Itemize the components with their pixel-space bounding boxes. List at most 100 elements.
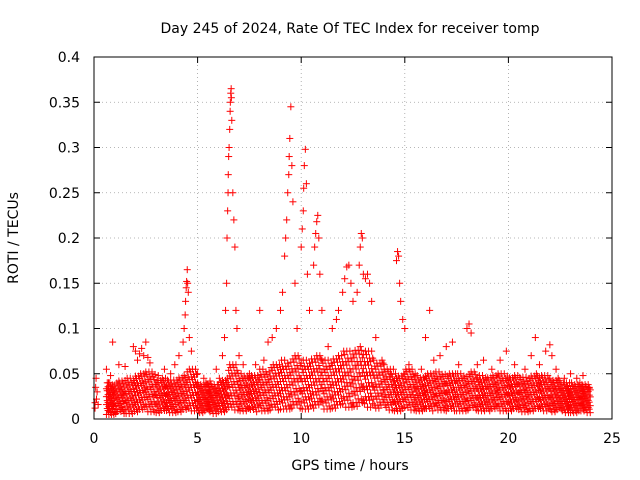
data-point — [192, 365, 200, 373]
data-point — [305, 359, 313, 367]
data-point — [151, 370, 159, 378]
data-point — [346, 379, 354, 387]
data-point — [221, 334, 229, 342]
data-point — [343, 361, 351, 369]
data-point — [336, 384, 344, 392]
data-point — [225, 153, 233, 161]
data-point — [245, 370, 253, 378]
data-point — [150, 375, 158, 383]
data-point — [395, 252, 403, 260]
data-point — [224, 399, 232, 407]
data-point — [579, 372, 587, 380]
data-point — [225, 144, 233, 151]
data-point — [345, 372, 353, 380]
data-point — [324, 356, 332, 364]
data-point — [234, 369, 242, 377]
data-point — [389, 365, 397, 373]
data-point — [260, 356, 268, 364]
data-point — [585, 405, 593, 413]
data-point — [367, 358, 375, 366]
x-tick-label: 10 — [292, 431, 310, 447]
data-point — [184, 279, 192, 287]
data-point — [167, 370, 175, 378]
data-point — [279, 288, 287, 296]
data-point — [357, 229, 365, 237]
data-point — [356, 372, 364, 380]
y-tick-label: 0.2 — [58, 231, 80, 247]
data-point — [286, 134, 294, 142]
data-point — [369, 368, 377, 376]
data-point — [105, 379, 113, 387]
data-point — [367, 403, 375, 411]
data-point — [232, 306, 240, 314]
data-point — [473, 361, 481, 369]
data-point — [542, 347, 550, 355]
data-point — [295, 355, 303, 363]
data-point — [342, 386, 350, 394]
data-point — [364, 270, 372, 278]
data-point — [377, 377, 385, 385]
data-point — [303, 270, 311, 278]
data-point — [345, 261, 353, 269]
data-point — [284, 189, 292, 197]
data-point — [340, 375, 348, 383]
data-point — [182, 297, 190, 305]
data-point — [130, 388, 138, 396]
data-point — [224, 207, 232, 215]
data-point — [315, 361, 323, 369]
data-point — [379, 386, 387, 394]
data-point — [182, 387, 190, 395]
data-point — [511, 361, 519, 369]
data-point — [92, 383, 100, 391]
chart-title: Day 245 of 2024, Rate Of TEC Index for r… — [161, 21, 540, 37]
data-point — [281, 356, 289, 364]
y-tick-label: 0 — [71, 412, 80, 428]
data-point — [312, 229, 320, 237]
data-point — [212, 365, 220, 373]
data-point — [184, 288, 192, 296]
x-axis-label: GPS time / hours — [291, 458, 408, 474]
data-point — [233, 325, 241, 332]
data-point — [283, 216, 291, 224]
ticks-layer: 0 5 10 15 20 25 0 0.05 0.1 0.15 0.2 0.25 0.3 0.35 0.4 — [49, 50, 621, 447]
data-point — [185, 334, 193, 342]
data-point — [302, 180, 310, 188]
data-point — [129, 343, 137, 351]
data-point — [304, 381, 312, 389]
data-point — [160, 365, 168, 373]
data-point — [361, 375, 369, 383]
data-point — [584, 396, 592, 404]
data-point — [148, 370, 156, 378]
data-point — [94, 401, 102, 409]
data-point — [586, 393, 594, 401]
data-point — [346, 393, 354, 401]
data-point — [285, 153, 293, 161]
data-point — [341, 275, 349, 283]
data-point — [349, 380, 357, 388]
data-point — [316, 270, 324, 278]
x-tick-label: 15 — [396, 431, 414, 447]
data-point — [229, 189, 237, 197]
data-point — [522, 373, 530, 381]
data-point — [144, 353, 152, 361]
data-point — [224, 171, 232, 179]
data-point — [410, 373, 418, 381]
data-point — [175, 352, 183, 360]
data-point — [422, 334, 430, 342]
data-point — [299, 207, 307, 215]
y-axis-label: ROTI / TECUs — [6, 192, 22, 284]
data-point — [181, 383, 189, 391]
data-point — [183, 266, 191, 274]
data-point — [211, 384, 219, 392]
data-point — [121, 363, 129, 371]
data-point — [301, 145, 309, 153]
data-point — [287, 103, 295, 111]
data-point — [359, 365, 367, 373]
data-point — [324, 343, 332, 351]
data-point — [585, 398, 593, 406]
data-point — [187, 347, 195, 355]
data-point — [353, 402, 361, 410]
data-point — [200, 374, 208, 382]
data-point — [328, 325, 336, 332]
